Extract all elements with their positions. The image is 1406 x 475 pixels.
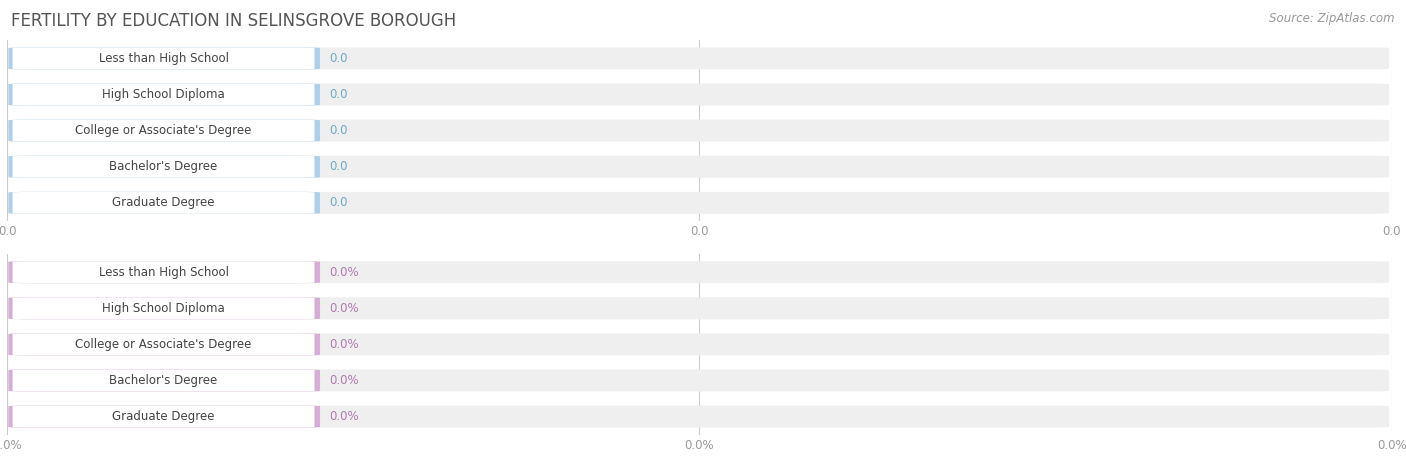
FancyBboxPatch shape (8, 84, 321, 105)
FancyBboxPatch shape (8, 333, 1389, 355)
FancyBboxPatch shape (13, 156, 315, 178)
FancyBboxPatch shape (13, 84, 315, 105)
FancyBboxPatch shape (13, 370, 315, 391)
FancyBboxPatch shape (13, 48, 315, 69)
FancyBboxPatch shape (8, 370, 321, 391)
FancyBboxPatch shape (8, 333, 321, 355)
FancyBboxPatch shape (8, 120, 1389, 142)
Text: 0.0%: 0.0% (330, 374, 360, 387)
Text: Graduate Degree: Graduate Degree (112, 196, 215, 209)
FancyBboxPatch shape (8, 192, 1389, 214)
Text: High School Diploma: High School Diploma (103, 88, 225, 101)
Text: 0.0: 0.0 (330, 88, 349, 101)
FancyBboxPatch shape (8, 370, 1389, 391)
Text: College or Associate's Degree: College or Associate's Degree (76, 124, 252, 137)
Text: 0.0%: 0.0% (330, 302, 360, 315)
FancyBboxPatch shape (8, 261, 1389, 283)
FancyBboxPatch shape (8, 406, 321, 428)
Text: 0.0%: 0.0% (330, 338, 360, 351)
FancyBboxPatch shape (13, 297, 315, 319)
Text: Graduate Degree: Graduate Degree (112, 410, 215, 423)
Text: Less than High School: Less than High School (98, 52, 229, 65)
Text: Bachelor's Degree: Bachelor's Degree (110, 160, 218, 173)
Text: College or Associate's Degree: College or Associate's Degree (76, 338, 252, 351)
FancyBboxPatch shape (8, 48, 321, 69)
FancyBboxPatch shape (8, 156, 1389, 178)
Text: High School Diploma: High School Diploma (103, 302, 225, 315)
Text: 0.0: 0.0 (330, 124, 349, 137)
Text: Source: ZipAtlas.com: Source: ZipAtlas.com (1270, 12, 1395, 25)
Text: FERTILITY BY EDUCATION IN SELINSGROVE BOROUGH: FERTILITY BY EDUCATION IN SELINSGROVE BO… (11, 12, 457, 30)
Text: Less than High School: Less than High School (98, 266, 229, 279)
FancyBboxPatch shape (8, 406, 1389, 428)
Text: 0.0%: 0.0% (330, 410, 360, 423)
Text: 0.0: 0.0 (330, 160, 349, 173)
Text: 0.0: 0.0 (330, 196, 349, 209)
FancyBboxPatch shape (8, 48, 1389, 69)
Text: 0.0%: 0.0% (330, 266, 360, 279)
FancyBboxPatch shape (13, 406, 315, 428)
FancyBboxPatch shape (8, 84, 1389, 105)
FancyBboxPatch shape (8, 261, 321, 283)
FancyBboxPatch shape (13, 261, 315, 283)
FancyBboxPatch shape (8, 297, 321, 319)
FancyBboxPatch shape (8, 297, 1389, 319)
FancyBboxPatch shape (8, 156, 321, 178)
FancyBboxPatch shape (13, 333, 315, 355)
FancyBboxPatch shape (8, 120, 321, 142)
FancyBboxPatch shape (8, 192, 321, 214)
Text: 0.0: 0.0 (330, 52, 349, 65)
FancyBboxPatch shape (13, 120, 315, 142)
Text: Bachelor's Degree: Bachelor's Degree (110, 374, 218, 387)
FancyBboxPatch shape (13, 192, 315, 214)
